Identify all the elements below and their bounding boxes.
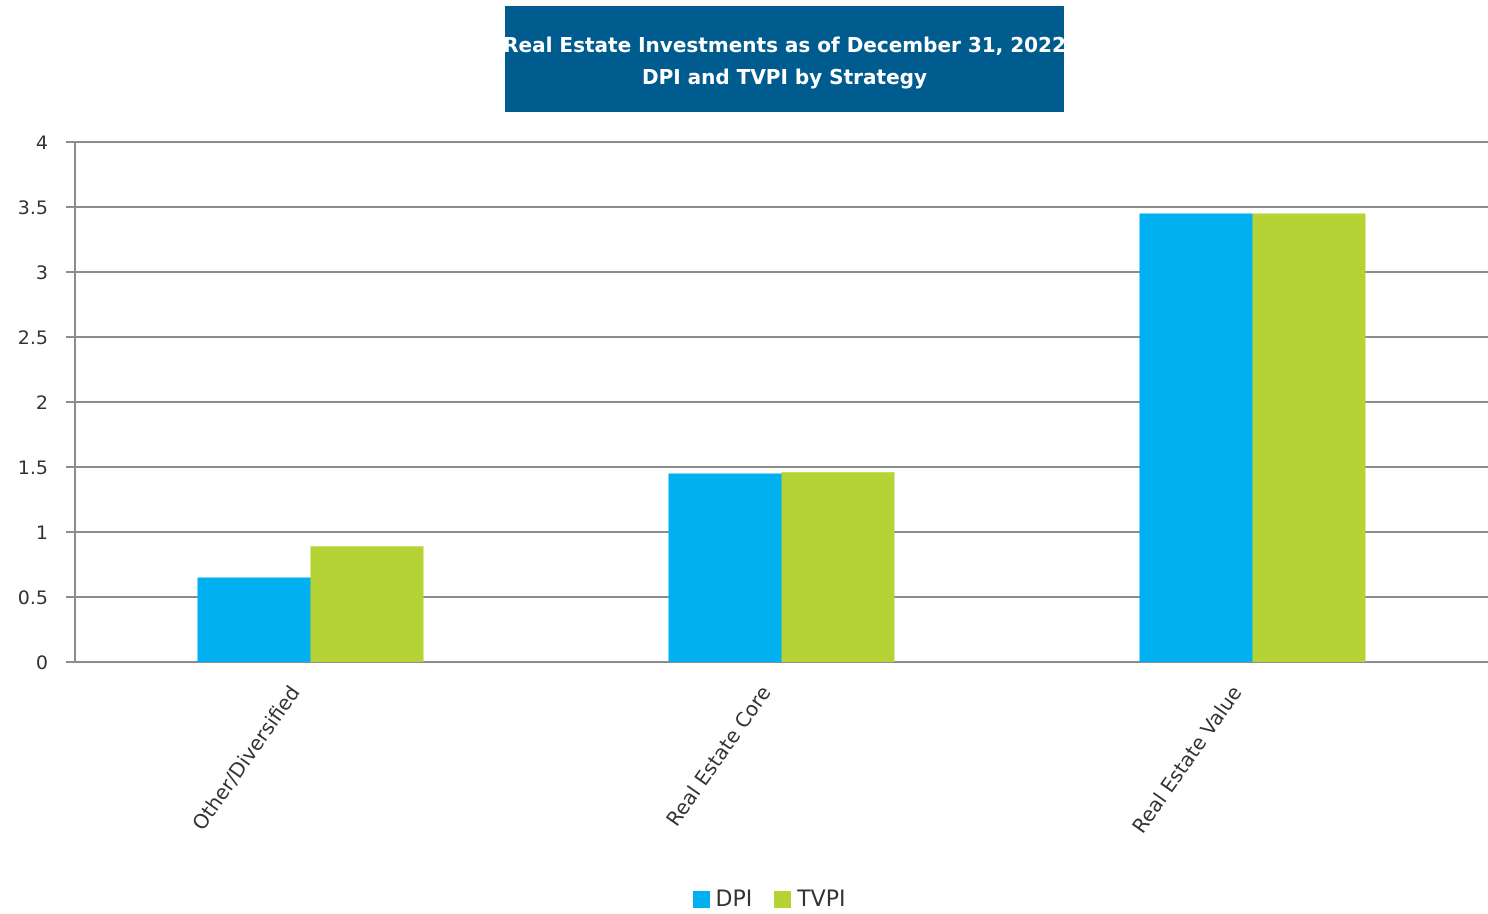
bars	[197, 213, 1366, 662]
legend-label-dpi: DPI	[715, 886, 753, 912]
chart-title-box: Real Estate Investments as of December 3…	[503, 6, 1066, 112]
bar-dpi-0	[197, 577, 311, 662]
bar-tvpi-1	[781, 472, 895, 662]
legend-item-tvpi: TVPI	[774, 887, 845, 912]
bar-dpi-1	[668, 473, 782, 662]
y-tick-label: 1.5	[18, 457, 48, 479]
chart-subtitle: DPI and TVPI by Strategy	[642, 65, 927, 89]
bar-tvpi-0	[310, 546, 424, 662]
legend: DPI TVPI	[0, 884, 1488, 914]
y-tick-label: 1	[36, 522, 48, 544]
legend-swatch-dpi	[692, 890, 710, 908]
x-category-label: Real Estate Core	[661, 681, 776, 830]
bar-tvpi-2	[1252, 213, 1366, 662]
y-tick-label: 4	[36, 132, 48, 154]
y-tick-label: 0.5	[18, 587, 48, 609]
x-category-label: Real Estate Value	[1127, 681, 1246, 837]
legend-label-tvpi: TVPI	[797, 886, 846, 912]
chart-title: Real Estate Investments as of December 3…	[503, 33, 1066, 57]
legend-item-dpi: DPI	[692, 886, 753, 912]
x-category-label: Other/Diversified	[187, 681, 304, 834]
y-tick-label: 3.5	[18, 197, 48, 219]
y-tick-label: 0	[36, 652, 48, 674]
y-tick-label: 2.5	[18, 327, 48, 349]
y-tick-label: 2	[36, 392, 48, 414]
axis-labels: 0 0.5 1 1.5 2 2.5 3 3.5 4 Other/Diversified Real E…	[18, 132, 1247, 837]
bar-dpi-2	[1139, 213, 1253, 662]
y-tick-label: 3	[36, 262, 48, 284]
legend-swatch-tvpi	[774, 890, 792, 908]
bar-chart: 0 0.5 1 1.5 2 2.5 3 3.5 4 Other/Diversified Real E…	[18, 132, 1488, 837]
